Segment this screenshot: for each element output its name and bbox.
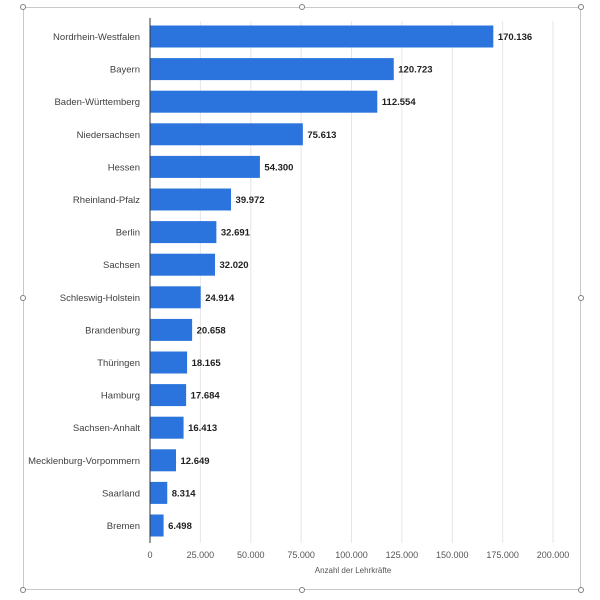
bar: [150, 90, 378, 113]
value-label: 20.658: [197, 325, 226, 336]
category-label: Hamburg: [101, 391, 140, 402]
category-label: Nordrhein-Westfalen: [53, 32, 140, 43]
bar: [150, 25, 494, 48]
resize-handle-top-center[interactable]: [299, 4, 305, 10]
x-tick-label: 75.000: [287, 550, 315, 560]
category-label: Bayern: [110, 65, 140, 76]
x-axis-title: Anzahl der Lehrkräfte: [315, 566, 392, 575]
category-label: Saarland: [102, 488, 140, 499]
resize-handle-top-left[interactable]: [20, 4, 26, 10]
category-label: Sachsen: [103, 260, 140, 271]
value-label: 54.300: [264, 162, 293, 173]
value-label: 12.649: [180, 456, 209, 467]
category-label: Brandenburg: [85, 325, 140, 336]
bar: [150, 155, 260, 178]
resize-handle-middle-left[interactable]: [20, 295, 26, 301]
bar: [150, 188, 232, 211]
x-tick-label: 150.000: [436, 550, 469, 560]
resize-handle-middle-right[interactable]: [578, 295, 584, 301]
value-label: 75.613: [307, 130, 336, 141]
bar: [150, 416, 184, 439]
x-tick-label: 175.000: [486, 550, 519, 560]
value-label: 32.020: [220, 260, 249, 271]
value-label: 6.498: [168, 521, 192, 532]
category-label: Berlin: [116, 228, 140, 239]
category-label: Rheinland-Pfalz: [73, 195, 140, 206]
x-tick-label: 50.000: [237, 550, 265, 560]
category-label: Thüringen: [97, 358, 140, 369]
value-label: 18.165: [192, 358, 222, 369]
value-label: 120.723: [398, 65, 432, 76]
x-tick-label: 100.000: [335, 550, 368, 560]
x-tick-label: 200.000: [537, 550, 570, 560]
bar: [150, 514, 164, 537]
value-label: 16.413: [188, 423, 217, 434]
value-label: 17.684: [191, 391, 221, 402]
bar: [150, 221, 217, 244]
value-label: 170.136: [498, 32, 532, 43]
value-label: 32.691: [221, 228, 251, 239]
bar: [150, 351, 188, 374]
category-label: Niedersachsen: [77, 130, 140, 141]
resize-handle-bottom-left[interactable]: [20, 587, 26, 593]
category-label: Mecklenburg-Vorpommern: [28, 456, 140, 467]
category-label: Hessen: [108, 162, 140, 173]
x-tick-label: 125.000: [386, 550, 419, 560]
bar: [150, 123, 303, 146]
bar: [150, 384, 187, 407]
category-label: Baden-Württemberg: [54, 97, 140, 108]
resize-handle-top-right[interactable]: [578, 4, 584, 10]
resize-handle-bottom-center[interactable]: [299, 587, 305, 593]
value-label: 39.972: [236, 195, 265, 206]
bar: [150, 286, 201, 309]
bar: [150, 253, 216, 276]
value-label: 24.914: [205, 293, 235, 304]
value-label: 8.314: [172, 488, 196, 499]
category-label: Schleswig-Holstein: [60, 293, 140, 304]
category-label: Bremen: [107, 521, 140, 532]
category-label: Sachsen-Anhalt: [73, 423, 140, 434]
x-tick-label: 25.000: [187, 550, 215, 560]
x-tick-label: 0: [147, 550, 152, 560]
bar: [150, 318, 193, 341]
value-label: 112.554: [382, 97, 417, 108]
bar: [150, 449, 176, 472]
resize-handle-bottom-right[interactable]: [578, 587, 584, 593]
bar: [150, 481, 168, 504]
bar: [150, 58, 394, 81]
